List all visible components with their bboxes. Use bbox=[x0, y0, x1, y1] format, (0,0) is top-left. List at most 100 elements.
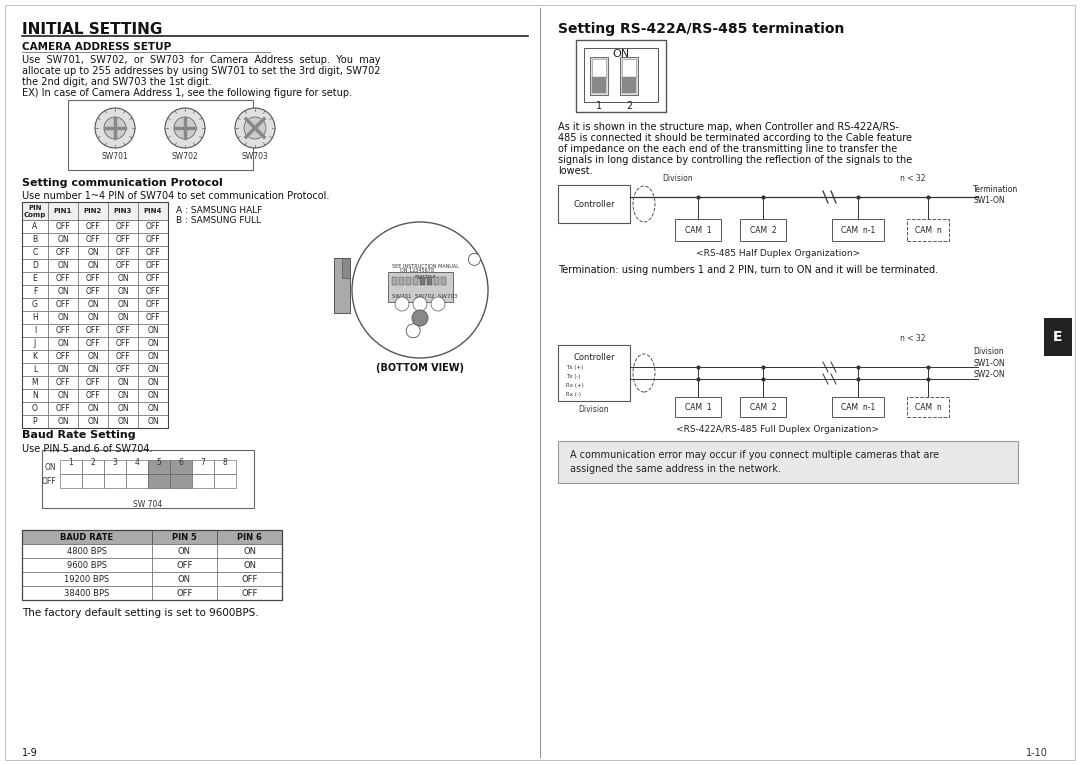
Text: E: E bbox=[32, 274, 38, 283]
Text: ON: ON bbox=[57, 365, 69, 374]
Text: 7: 7 bbox=[201, 458, 205, 467]
Text: OFF: OFF bbox=[176, 588, 192, 597]
Bar bbox=[558, 185, 630, 223]
Text: allocate up to 255 addresses by using SW701 to set the 3rd digit, SW702: allocate up to 255 addresses by using SW… bbox=[22, 66, 380, 76]
Text: ON: ON bbox=[118, 313, 129, 322]
Bar bbox=[108, 363, 138, 376]
Bar bbox=[82, 460, 104, 474]
Text: OFF: OFF bbox=[146, 222, 160, 231]
Bar bbox=[78, 311, 108, 324]
Text: ON: ON bbox=[118, 378, 129, 387]
Text: ON: ON bbox=[147, 404, 159, 413]
Text: CAM  n: CAM n bbox=[915, 402, 942, 412]
Bar bbox=[42, 450, 254, 508]
Bar bbox=[138, 389, 168, 402]
Bar bbox=[108, 272, 138, 285]
Bar bbox=[138, 272, 168, 285]
Bar bbox=[22, 586, 152, 600]
Text: Use number 1~4 PIN of SW704 to set communication Protocol.: Use number 1~4 PIN of SW704 to set commu… bbox=[22, 191, 329, 201]
Text: OFF: OFF bbox=[85, 235, 100, 244]
Text: OFF: OFF bbox=[56, 274, 70, 283]
Text: ON: ON bbox=[612, 49, 630, 59]
Text: SW703: SW703 bbox=[242, 152, 269, 161]
Bar bbox=[108, 259, 138, 272]
Text: 1-9: 1-9 bbox=[22, 748, 38, 758]
Bar bbox=[108, 246, 138, 259]
Text: Controller: Controller bbox=[573, 200, 615, 209]
Text: OFF: OFF bbox=[41, 477, 56, 486]
Bar bbox=[434, 277, 438, 285]
Text: Use  SW701,  SW702,  or  SW703  for  Camera  Address  setup.  You  may: Use SW701, SW702, or SW703 for Camera Ad… bbox=[22, 55, 380, 65]
Text: OFF: OFF bbox=[56, 222, 70, 231]
Text: OFF: OFF bbox=[116, 339, 131, 348]
Bar bbox=[22, 311, 48, 324]
Bar bbox=[334, 258, 350, 313]
Bar bbox=[138, 246, 168, 259]
Text: OFF: OFF bbox=[85, 287, 100, 296]
Bar bbox=[342, 258, 350, 278]
Text: ON: ON bbox=[57, 391, 69, 400]
Text: 4: 4 bbox=[135, 458, 139, 467]
Bar bbox=[22, 572, 152, 586]
Text: SW704: SW704 bbox=[415, 275, 437, 280]
Bar bbox=[22, 202, 168, 220]
Bar bbox=[148, 474, 170, 488]
Bar bbox=[104, 460, 126, 474]
Bar bbox=[138, 259, 168, 272]
Bar bbox=[217, 544, 282, 558]
Bar bbox=[22, 415, 48, 428]
Bar bbox=[78, 402, 108, 415]
Circle shape bbox=[352, 222, 488, 358]
Text: n < 32: n < 32 bbox=[901, 334, 926, 343]
Bar bbox=[138, 415, 168, 428]
Text: OFF: OFF bbox=[116, 222, 131, 231]
Bar bbox=[170, 474, 192, 488]
Bar bbox=[78, 233, 108, 246]
Text: CAM  n-1: CAM n-1 bbox=[841, 226, 875, 235]
Bar bbox=[48, 311, 78, 324]
Bar bbox=[622, 77, 636, 93]
Bar bbox=[78, 324, 108, 337]
Text: <RS-485 Half Duplex Organization>: <RS-485 Half Duplex Organization> bbox=[696, 249, 860, 258]
Text: OFF: OFF bbox=[116, 248, 131, 257]
Text: L: L bbox=[32, 365, 37, 374]
Text: ON: ON bbox=[57, 417, 69, 426]
Bar bbox=[78, 220, 108, 233]
Bar bbox=[48, 272, 78, 285]
Text: OFF: OFF bbox=[176, 561, 192, 569]
Text: PIN 6: PIN 6 bbox=[238, 532, 262, 542]
Bar bbox=[413, 277, 418, 285]
Bar bbox=[22, 544, 152, 558]
Bar bbox=[78, 298, 108, 311]
Text: OFF: OFF bbox=[116, 261, 131, 270]
Text: ON: ON bbox=[118, 287, 129, 296]
Text: ON: ON bbox=[118, 417, 129, 426]
Bar bbox=[78, 285, 108, 298]
Circle shape bbox=[235, 108, 275, 148]
Text: ON: ON bbox=[147, 391, 159, 400]
Text: OFF: OFF bbox=[116, 235, 131, 244]
Text: Tx (-): Tx (-) bbox=[566, 373, 581, 379]
Bar bbox=[108, 337, 138, 350]
Text: Division
SW1-ON
SW2-ON: Division SW1-ON SW2-ON bbox=[973, 347, 1004, 379]
Text: ON: ON bbox=[147, 339, 159, 348]
Bar bbox=[22, 324, 48, 337]
Text: 8: 8 bbox=[222, 458, 228, 467]
Text: OFF: OFF bbox=[116, 365, 131, 374]
Bar bbox=[48, 324, 78, 337]
Text: 6: 6 bbox=[178, 458, 184, 467]
Text: PIN3: PIN3 bbox=[113, 208, 132, 214]
Bar bbox=[22, 389, 48, 402]
Bar bbox=[104, 474, 126, 488]
Bar bbox=[22, 376, 48, 389]
Bar bbox=[217, 530, 282, 544]
Circle shape bbox=[244, 117, 266, 139]
Text: OFF: OFF bbox=[85, 326, 100, 335]
Bar bbox=[399, 277, 404, 285]
Text: N: N bbox=[32, 391, 38, 400]
Text: lowest.: lowest. bbox=[558, 166, 593, 176]
Circle shape bbox=[411, 310, 428, 326]
Bar bbox=[78, 272, 108, 285]
Bar bbox=[22, 272, 48, 285]
Bar bbox=[152, 544, 217, 558]
